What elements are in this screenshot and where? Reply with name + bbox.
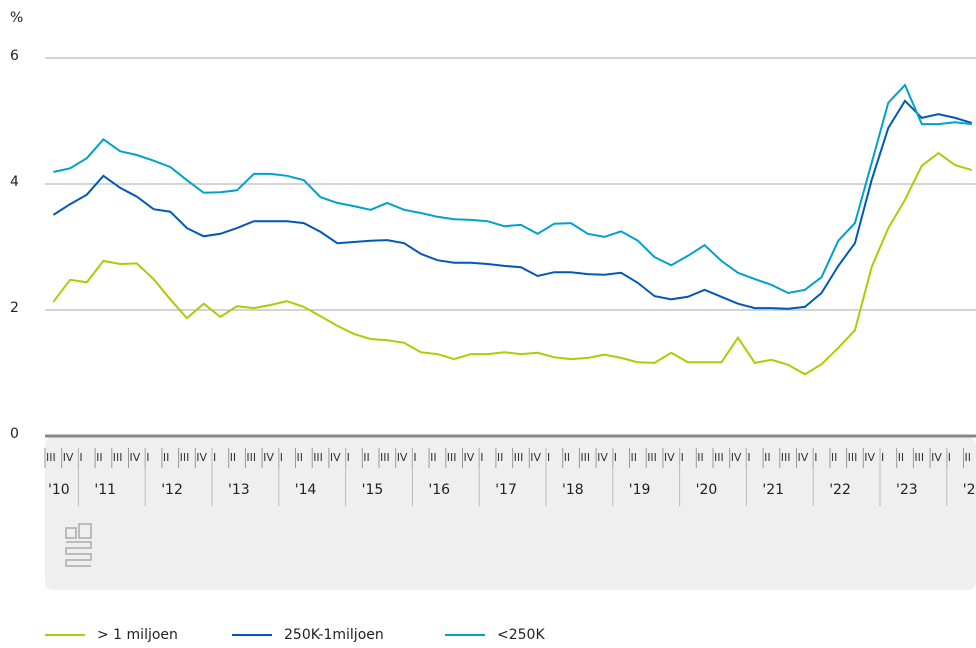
x-tick-label: I — [948, 451, 951, 464]
x-tick-label: IV — [931, 451, 942, 464]
year-label: '20 — [696, 482, 718, 498]
x-tick-label: III — [180, 451, 190, 464]
year-label: '19 — [629, 482, 651, 498]
x-tick-label: III — [113, 451, 123, 464]
legend-label: 250K-1miljoen — [284, 627, 384, 643]
x-tick-label: IV — [397, 451, 408, 464]
x-tick-label: III — [46, 451, 56, 464]
x-tick-label: III — [380, 451, 390, 464]
x-tick-label: I — [480, 451, 483, 464]
x-tick-label: IV — [530, 451, 541, 464]
x-tick-label: I — [213, 451, 216, 464]
cbs-logo — [65, 523, 92, 567]
x-tick-label: III — [313, 451, 323, 464]
x-tick-label: IV — [798, 451, 809, 464]
x-tick-label: I — [79, 451, 82, 464]
y-axis-label: % — [10, 10, 23, 26]
x-tick-label: IV — [130, 451, 141, 464]
x-tick-label: I — [347, 451, 350, 464]
x-tick-label: IV — [597, 451, 608, 464]
line-series — [52, 151, 973, 376]
x-tick-label: II — [898, 451, 905, 464]
x-tick-label: II — [230, 451, 237, 464]
x-tick-label: I — [814, 451, 817, 464]
x-tick-label: II — [96, 451, 103, 464]
x-tick-label: IV — [263, 451, 274, 464]
x-tick-label: IV — [196, 451, 207, 464]
year-label: '16 — [428, 482, 450, 498]
year-label: '22 — [829, 482, 851, 498]
x-tick-label: I — [413, 451, 416, 464]
x-tick-label: II — [965, 451, 972, 464]
x-tick-label: III — [848, 451, 858, 464]
year-label: '18 — [562, 482, 584, 498]
x-tick-label: I — [146, 451, 149, 464]
y-tick-label: 2 — [10, 300, 19, 316]
x-tick-label: III — [246, 451, 256, 464]
year-label: '21 — [762, 482, 784, 498]
x-tick-label: III — [447, 451, 457, 464]
x-tick-label: II — [363, 451, 370, 464]
x-tick-label: III — [514, 451, 524, 464]
x-tick-label: III — [781, 451, 791, 464]
x-tick-label: I — [280, 451, 283, 464]
x-tick-label: II — [163, 451, 170, 464]
year-label: '14 — [295, 482, 317, 498]
year-label: '23 — [896, 482, 918, 498]
year-label: '10 — [48, 482, 70, 498]
y-tick-label: 0 — [10, 426, 19, 442]
x-tick-label: II — [697, 451, 704, 464]
x-tick-label: I — [547, 451, 550, 464]
axis-panel — [45, 437, 976, 590]
x-tick-label: II — [297, 451, 304, 464]
x-tick-label: I — [614, 451, 617, 464]
x-tick-label: I — [681, 451, 684, 464]
x-tick-label: III — [580, 451, 590, 464]
x-tick-label: III — [714, 451, 724, 464]
y-tick-label: 6 — [10, 48, 19, 64]
legend-label: <250K — [497, 627, 545, 643]
x-tick-label: II — [430, 451, 437, 464]
x-tick-label: II — [564, 451, 571, 464]
x-tick-label: IV — [330, 451, 341, 464]
x-tick-label: IV — [731, 451, 742, 464]
x-tick-label: III — [914, 451, 924, 464]
x-tick-label: II — [631, 451, 638, 464]
line-series — [53, 83, 972, 295]
year-label: '17 — [495, 482, 517, 498]
legend-label: > 1 miljoen — [97, 627, 178, 643]
x-tick-label: IV — [864, 451, 875, 464]
x-tick-label: IV — [63, 451, 74, 464]
year-label: '24 — [963, 482, 976, 498]
x-tick-label: III — [647, 451, 657, 464]
y-tick-label: 4 — [10, 174, 19, 190]
x-tick-label: II — [831, 451, 838, 464]
x-tick-label: IV — [464, 451, 475, 464]
x-tick-label: II — [497, 451, 504, 464]
year-label: '11 — [94, 482, 116, 498]
x-tick-label: I — [881, 451, 884, 464]
year-label: '13 — [228, 482, 250, 498]
x-tick-label: IV — [664, 451, 675, 464]
x-tick-label: II — [764, 451, 771, 464]
x-tick-label: I — [747, 451, 750, 464]
line-series — [52, 99, 973, 310]
year-label: '12 — [161, 482, 183, 498]
year-label: '15 — [362, 482, 384, 498]
